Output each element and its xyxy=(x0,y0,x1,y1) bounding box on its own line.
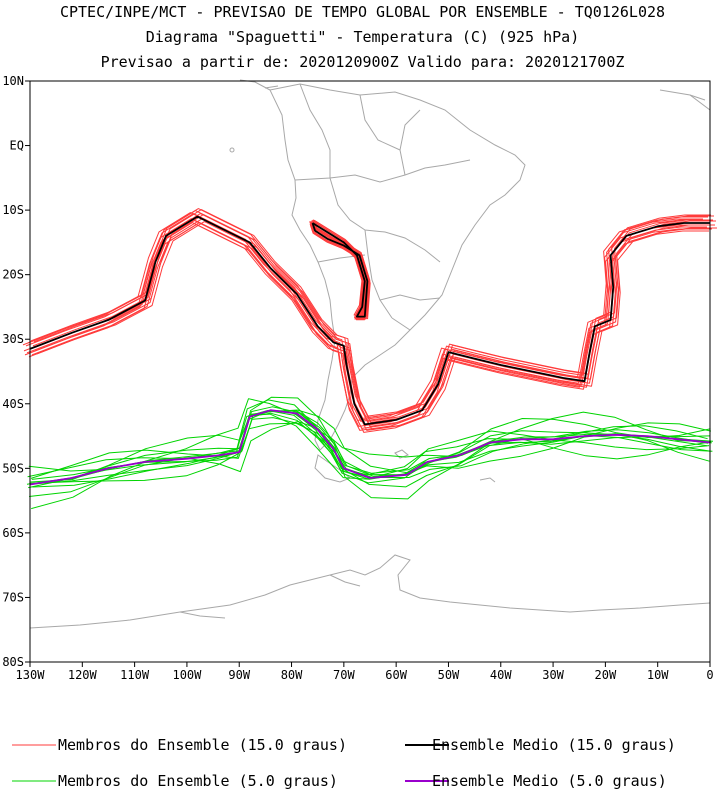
title-line-1: CPTEC/INPE/MCT - PREVISAO DE TEMPO GLOBA… xyxy=(59,3,666,21)
lon-tick-label: 70W xyxy=(333,668,355,682)
lat-tick-label: 60S xyxy=(2,526,24,540)
title-line-2: Diagrama "Spaguetti" - Temperatura (C) (… xyxy=(145,28,580,46)
member-15-contour xyxy=(310,224,366,320)
member-15-contour xyxy=(24,222,705,431)
mean-15-contour xyxy=(311,222,369,318)
lon-tick-label: 40W xyxy=(490,668,512,682)
lon-tick-label: 100W xyxy=(172,668,202,682)
legend-label-members-15: Membros do Ensemble (15.0 graus) xyxy=(58,736,347,754)
lat-tick-label: 40S xyxy=(2,397,24,411)
lon-tick-label: 110W xyxy=(120,668,150,682)
legend-label-members-5: Membros do Ensemble (5.0 graus) xyxy=(58,772,338,790)
member-15-contour xyxy=(22,212,703,421)
member-15-contour xyxy=(23,218,704,427)
member-5-contour xyxy=(32,417,713,488)
lat-tick-label: 70S xyxy=(2,590,24,604)
lon-tick-label: 90W xyxy=(228,668,250,682)
lon-tick-label: 120W xyxy=(68,668,98,682)
lon-tick-label: 60W xyxy=(385,668,407,682)
legend-label-mean-5: Ensemble Medio (5.0 graus) xyxy=(432,772,667,790)
lat-tick-label: 10N xyxy=(2,74,24,88)
legend-label-mean-15: Ensemble Medio (15.0 graus) xyxy=(432,736,676,754)
lon-tick-label: 10W xyxy=(647,668,669,682)
lat-tick-label: 20S xyxy=(2,268,24,282)
member-5-contour xyxy=(32,409,714,485)
lon-tick-label: 20W xyxy=(595,668,617,682)
member-5-contour xyxy=(29,413,710,484)
lat-tick-label: 30S xyxy=(2,332,24,346)
lon-tick-label: 0 xyxy=(706,668,713,682)
member-15-contour xyxy=(26,220,707,429)
coastlines xyxy=(29,79,711,629)
member-5-contour xyxy=(28,398,709,472)
lon-tick-label: 130W xyxy=(16,668,46,682)
lon-tick-label: 30W xyxy=(542,668,564,682)
lon-tick-label: 50W xyxy=(438,668,460,682)
lon-tick-label: 80W xyxy=(281,668,303,682)
lat-tick-label: 50S xyxy=(2,461,24,475)
title-line-3: Previsao a partir de: 2020120900Z Valido… xyxy=(100,53,625,71)
member-15-contour xyxy=(30,208,711,417)
mean-5-contour xyxy=(29,409,711,486)
mean-15-contour xyxy=(29,215,710,426)
map-frame xyxy=(29,80,711,663)
member-15-contour xyxy=(36,221,717,430)
member-15-contour xyxy=(313,219,370,315)
lat-tick-label: 10S xyxy=(2,203,24,217)
lat-tick-label: EQ xyxy=(10,139,24,153)
member-15-contour xyxy=(33,209,714,418)
lat-tick-label: 80S xyxy=(2,655,24,669)
